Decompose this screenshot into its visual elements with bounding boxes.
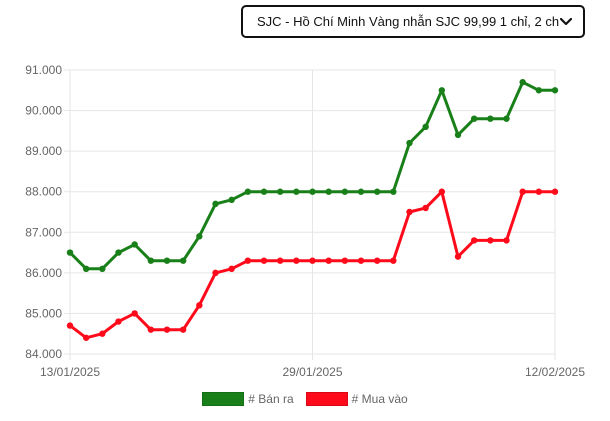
data-point xyxy=(309,257,316,264)
data-point xyxy=(551,87,559,94)
data-point xyxy=(260,257,268,264)
x-tick-label: 13/01/2025 xyxy=(40,365,100,379)
data-point xyxy=(341,188,349,195)
data-point xyxy=(357,188,365,195)
chart-grid xyxy=(64,69,556,360)
product-select-value: SJC - Hồ Chí Minh Vàng nhẫn SJC 99,99 1 … xyxy=(257,14,559,29)
data-point xyxy=(163,257,171,264)
x-axis-ticks: 13/01/2025 29/01/2025 12/02/2025 xyxy=(40,365,585,379)
data-point xyxy=(260,188,268,195)
data-point xyxy=(454,253,462,260)
data-point xyxy=(179,257,187,264)
data-point xyxy=(390,188,397,195)
chevron-down-icon xyxy=(559,15,573,29)
data-point xyxy=(115,318,122,325)
legend-item-ban-ra[interactable]: # Bán ra xyxy=(202,392,294,406)
data-point xyxy=(551,188,559,195)
data-point xyxy=(147,326,155,333)
data-point xyxy=(325,188,332,195)
data-point xyxy=(406,208,413,216)
y-tick-label: 86.000 xyxy=(25,266,62,280)
y-axis-ticks: 84.000 85.000 86.000 87.000 88.000 89.000 90.0… xyxy=(25,63,62,361)
data-point xyxy=(503,115,510,122)
data-point xyxy=(82,334,90,341)
data-point xyxy=(179,326,187,333)
data-point xyxy=(487,115,494,122)
legend-item-mua-vao[interactable]: # Mua vào xyxy=(305,392,408,406)
data-point xyxy=(487,237,494,244)
y-tick-label: 85.000 xyxy=(25,306,62,320)
data-point xyxy=(131,310,138,317)
data-point xyxy=(422,123,429,130)
data-point xyxy=(470,237,478,244)
data-point xyxy=(196,302,203,309)
data-point xyxy=(422,204,429,212)
data-point xyxy=(535,188,543,195)
x-tick-label: 12/02/2025 xyxy=(525,365,585,379)
data-point xyxy=(454,131,462,139)
data-point xyxy=(519,188,526,195)
data-point xyxy=(228,265,235,272)
legend-label-ban-ra: # Bán ra xyxy=(248,392,294,406)
data-point xyxy=(341,257,349,264)
data-point xyxy=(131,241,138,248)
data-point xyxy=(115,249,122,256)
y-tick-label: 87.000 xyxy=(25,225,62,239)
data-point xyxy=(309,188,316,195)
y-tick-label: 90.000 xyxy=(25,104,62,118)
data-point xyxy=(470,115,478,122)
product-select[interactable]: SJC - Hồ Chí Minh Vàng nhẫn SJC 99,99 1 … xyxy=(241,5,585,38)
data-point xyxy=(519,78,526,86)
data-point xyxy=(99,330,106,337)
data-point xyxy=(293,257,300,264)
data-point xyxy=(212,200,219,208)
legend-swatch-ban-ra xyxy=(202,392,245,406)
data-point xyxy=(82,265,90,272)
legend-label-mua-vao: # Mua vào xyxy=(351,392,408,406)
data-point xyxy=(373,257,381,264)
data-point xyxy=(438,188,446,195)
data-point xyxy=(390,257,397,264)
data-point xyxy=(438,87,446,94)
data-point xyxy=(406,139,413,147)
legend-swatch-mua-vao xyxy=(305,392,348,406)
series-lines xyxy=(66,78,559,341)
y-tick-label: 84.000 xyxy=(25,347,62,361)
data-point xyxy=(196,233,203,240)
data-point xyxy=(276,188,284,195)
data-point xyxy=(228,196,235,204)
chart-legend: # Bán ra # Mua vào xyxy=(0,388,610,410)
data-point xyxy=(163,326,171,333)
data-point xyxy=(66,249,74,256)
data-point xyxy=(66,322,74,329)
data-point xyxy=(357,257,365,264)
data-point xyxy=(147,257,155,264)
data-point xyxy=(244,188,252,195)
data-point xyxy=(99,265,106,272)
data-point xyxy=(535,87,543,94)
y-tick-label: 91.000 xyxy=(25,63,62,77)
data-point xyxy=(293,188,300,195)
y-tick-label: 88.000 xyxy=(25,185,62,199)
x-tick-label: 29/01/2025 xyxy=(282,365,342,379)
data-point xyxy=(373,188,381,195)
y-tick-label: 89.000 xyxy=(25,144,62,158)
data-point xyxy=(212,269,219,277)
data-point xyxy=(325,257,332,264)
data-point xyxy=(276,257,284,264)
data-point xyxy=(244,257,252,264)
data-point xyxy=(503,237,510,244)
